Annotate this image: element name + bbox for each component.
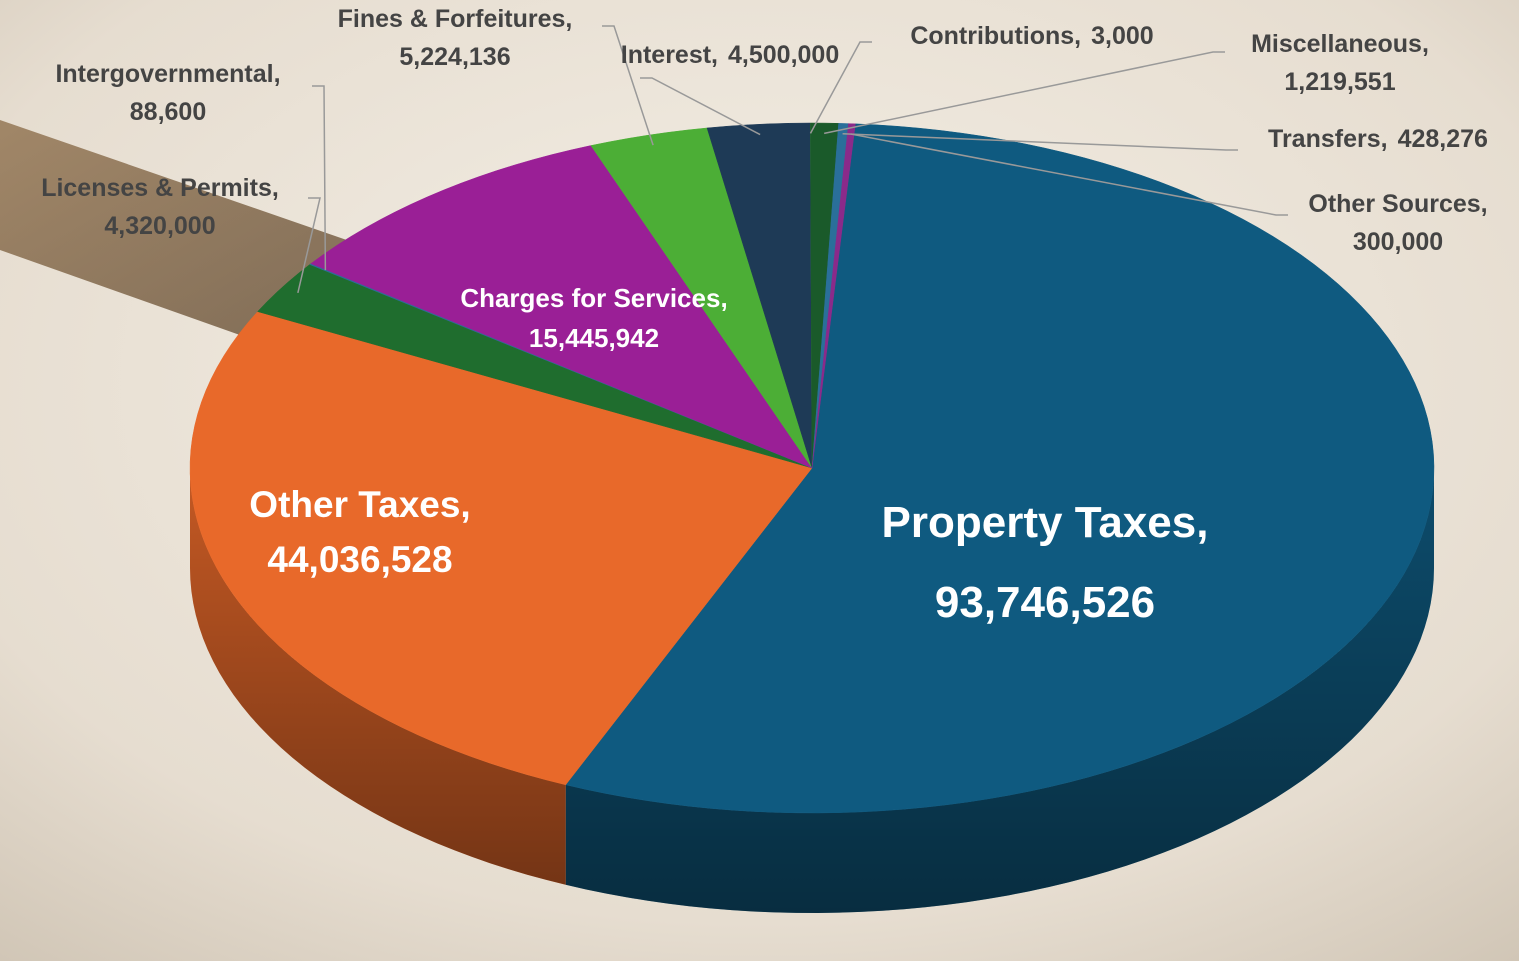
value-label: 88,600 — [130, 98, 206, 126]
category-label: Other Sources, — [1308, 190, 1487, 218]
category-label: Charges for Services, — [460, 283, 727, 313]
value-label: 5,224,136 — [399, 43, 510, 71]
value-label: 3,000 — [1091, 22, 1154, 50]
data-label: Transfers, 428,276 — [1268, 125, 1488, 153]
value-label: 93,746,526 — [935, 578, 1155, 627]
value-label: 4,320,000 — [104, 212, 215, 240]
category-label: Transfers, — [1268, 125, 1388, 153]
value-label: 428,276 — [1398, 125, 1488, 153]
category-label: Property Taxes, — [882, 498, 1209, 547]
category-label: Contributions, — [910, 22, 1081, 50]
chart: Property Taxes, 93,746,526 Other Taxes, 44,… — [0, 0, 1519, 961]
data-label: Contributions, 3,000 — [910, 22, 1153, 50]
category-label: Fines & Forfeitures, — [338, 5, 573, 33]
value-label: 15,445,942 — [529, 323, 659, 353]
category-label: Other Taxes, — [249, 484, 470, 525]
category-label: Interest, — [621, 41, 718, 69]
category-label: Intergovernmental, — [55, 60, 280, 88]
value-label: 44,036,528 — [267, 539, 452, 580]
data-label: Interest, 4,500,000 — [621, 41, 839, 69]
category-label: Miscellaneous, — [1251, 30, 1429, 58]
category-label: Licenses & Permits, — [41, 174, 279, 202]
value-label: 4,500,000 — [728, 41, 839, 69]
value-label: 300,000 — [1353, 228, 1443, 256]
value-label: 1,219,551 — [1284, 68, 1395, 96]
